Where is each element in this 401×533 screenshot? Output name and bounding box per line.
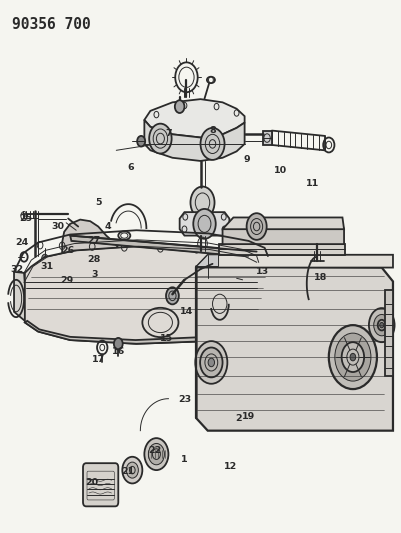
Text: 2: 2: [235, 414, 242, 423]
Circle shape: [200, 128, 225, 160]
Circle shape: [374, 314, 390, 336]
Circle shape: [228, 273, 235, 283]
Text: 11: 11: [306, 180, 320, 188]
Circle shape: [122, 457, 142, 483]
Circle shape: [175, 100, 184, 113]
Polygon shape: [176, 252, 236, 277]
Polygon shape: [144, 99, 245, 138]
Polygon shape: [180, 212, 229, 236]
Text: 32: 32: [11, 265, 24, 273]
Polygon shape: [219, 244, 345, 255]
Circle shape: [114, 338, 123, 350]
Text: 9: 9: [243, 156, 250, 164]
Text: 31: 31: [41, 262, 54, 271]
Text: 30: 30: [52, 222, 65, 231]
Text: 20: 20: [86, 478, 99, 487]
Text: 27: 27: [87, 237, 101, 245]
Circle shape: [335, 333, 371, 381]
Circle shape: [87, 245, 96, 258]
Text: 15: 15: [160, 334, 173, 343]
Text: 13: 13: [256, 268, 269, 276]
Circle shape: [126, 462, 138, 478]
Text: 23: 23: [178, 395, 191, 404]
Circle shape: [42, 254, 48, 263]
Circle shape: [88, 264, 100, 280]
Polygon shape: [385, 290, 393, 376]
Polygon shape: [196, 255, 219, 266]
Circle shape: [329, 325, 377, 389]
Polygon shape: [223, 217, 344, 229]
Circle shape: [166, 287, 179, 304]
Circle shape: [247, 213, 267, 240]
Text: 26: 26: [61, 246, 75, 255]
Text: 24: 24: [15, 238, 29, 247]
Text: 16: 16: [111, 348, 125, 356]
Polygon shape: [196, 266, 393, 431]
Text: 25: 25: [20, 214, 32, 223]
Text: 28: 28: [87, 255, 101, 264]
FancyBboxPatch shape: [83, 463, 118, 506]
Text: 22: 22: [148, 446, 161, 455]
Circle shape: [78, 251, 94, 272]
Circle shape: [350, 353, 356, 361]
Text: 21: 21: [122, 467, 135, 476]
Text: 18: 18: [314, 273, 328, 281]
Text: 3: 3: [91, 270, 97, 279]
Circle shape: [190, 187, 215, 219]
Circle shape: [144, 438, 168, 470]
Polygon shape: [25, 316, 267, 344]
Circle shape: [193, 209, 216, 239]
Text: 8: 8: [209, 126, 216, 135]
Text: 4: 4: [105, 222, 111, 231]
Circle shape: [342, 342, 364, 372]
Polygon shape: [263, 131, 272, 145]
Text: 10: 10: [274, 166, 287, 175]
Circle shape: [195, 341, 227, 384]
Polygon shape: [62, 220, 122, 282]
Circle shape: [148, 443, 164, 465]
Circle shape: [137, 136, 145, 147]
Polygon shape: [196, 255, 393, 268]
Text: 12: 12: [224, 462, 237, 471]
Text: 1: 1: [181, 455, 188, 464]
Polygon shape: [223, 221, 344, 244]
Text: 7: 7: [165, 129, 172, 138]
Circle shape: [208, 358, 215, 367]
Text: 29: 29: [61, 277, 74, 285]
Text: 17: 17: [91, 356, 105, 364]
Circle shape: [87, 230, 97, 244]
Polygon shape: [25, 246, 267, 344]
Text: 19: 19: [242, 413, 255, 421]
Circle shape: [200, 348, 223, 377]
Circle shape: [149, 124, 172, 154]
Polygon shape: [144, 120, 245, 161]
Text: 14: 14: [180, 308, 193, 316]
Circle shape: [380, 322, 384, 328]
Polygon shape: [70, 236, 259, 262]
Polygon shape: [14, 272, 27, 321]
Circle shape: [369, 308, 395, 342]
Text: 90356 700: 90356 700: [12, 17, 91, 32]
Circle shape: [95, 253, 109, 272]
Text: 5: 5: [95, 198, 101, 207]
Text: 6: 6: [127, 164, 134, 172]
